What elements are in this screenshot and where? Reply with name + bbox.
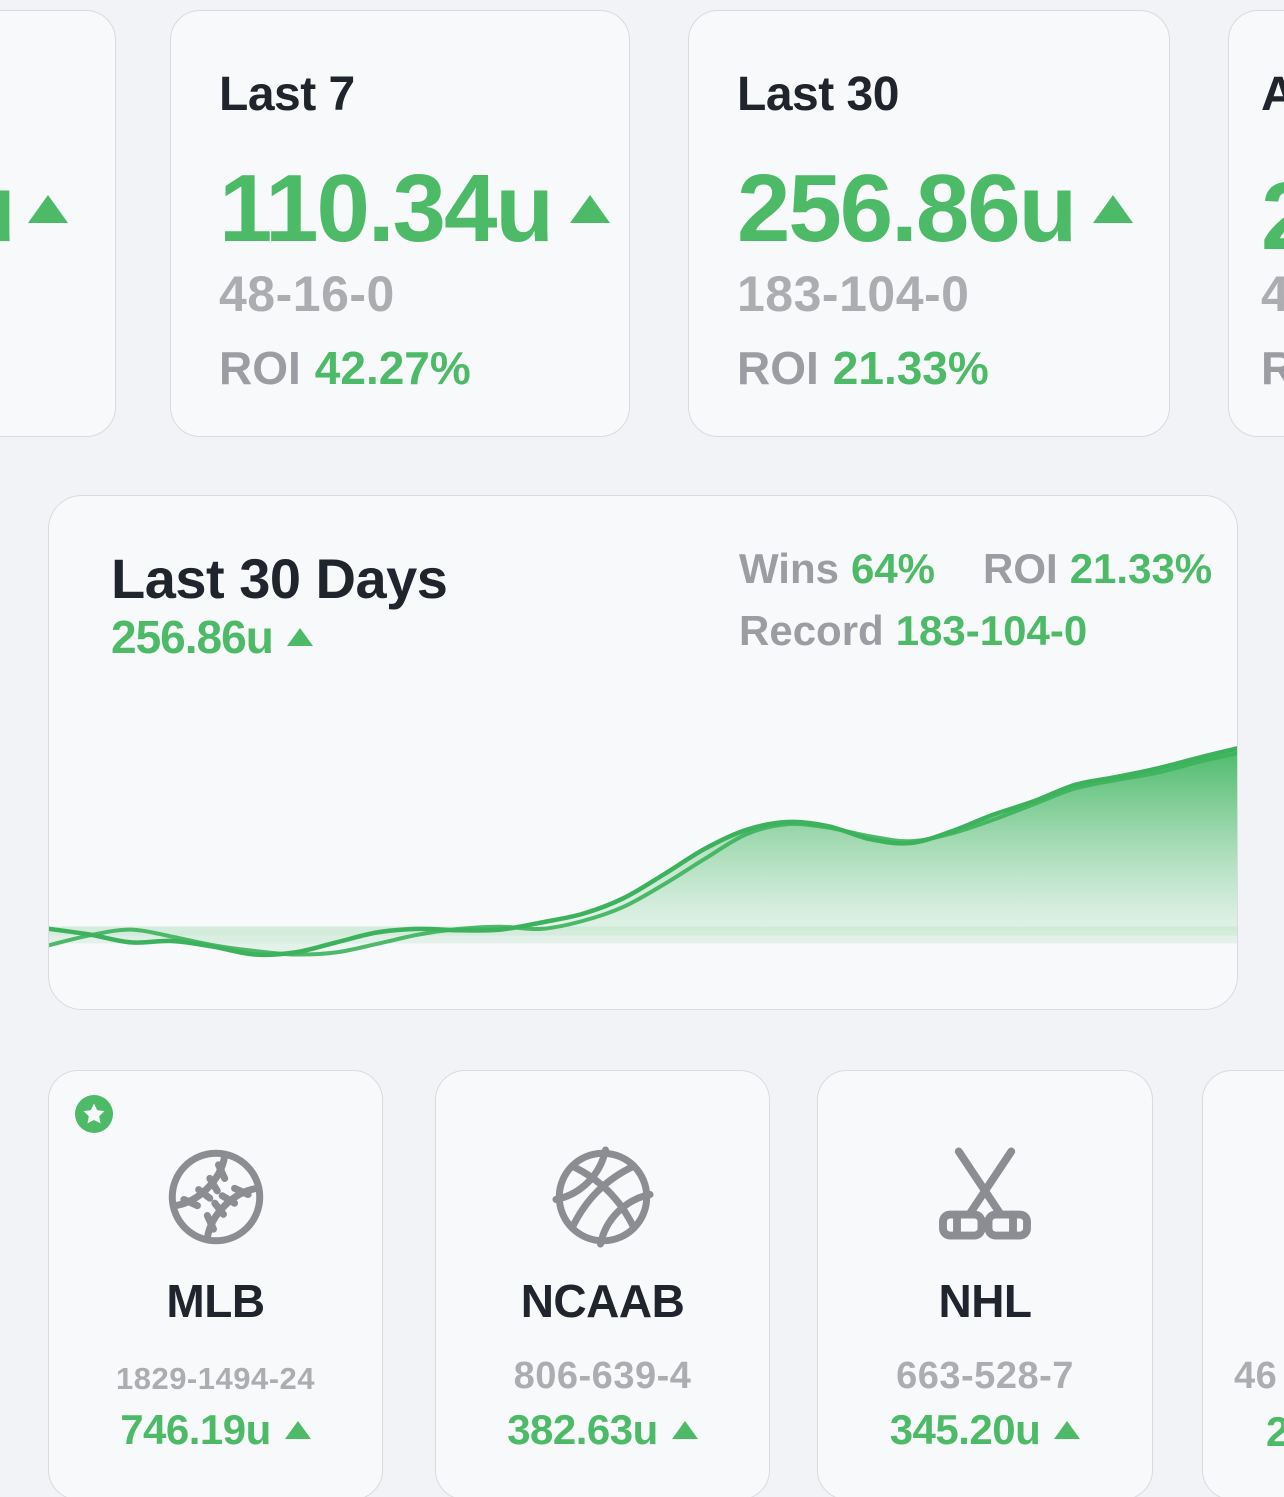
sport-value: 345.20u	[889, 1406, 1041, 1453]
profit-chart[interactable]	[49, 734, 1238, 1009]
wins-label: Wins	[739, 545, 839, 592]
sport-name: NHL	[938, 1275, 1032, 1327]
trend-up-icon	[569, 195, 610, 223]
trend-up-icon	[671, 1421, 698, 1439]
baseline-band-light	[49, 935, 1237, 944]
stat-record: 183-104-0	[737, 266, 970, 322]
roi-value: 42.27%	[314, 342, 471, 394]
chart-card-last-30-days[interactable]: Last 30 Days 256.86u Wins 64% ROI 21.33% Re…	[48, 495, 1238, 1010]
sport-record: 806-639-4	[513, 1355, 692, 1397]
stat-value-fragment: u	[0, 161, 16, 257]
sport-card-next-partial[interactable]: 46 2	[1202, 1070, 1284, 1497]
stat-value-row: 110.34u	[219, 161, 610, 257]
hockey-sticks-icon	[939, 1147, 1031, 1240]
sport-record: 1829-1494-24	[115, 1361, 316, 1396]
trend-up-icon	[286, 628, 313, 646]
roi-value: 21.33%	[1069, 545, 1213, 592]
sport-value-row: 382.63u	[436, 1409, 769, 1451]
sport-value-fragment: 2	[1266, 1408, 1284, 1455]
chart-stats: Wins 64% ROI 21.33% Record 183-104-0	[739, 548, 1212, 652]
trend-up-icon	[1054, 1421, 1081, 1439]
stat-card-previous-partial[interactable]: u	[0, 10, 116, 437]
chart-card-title: Last 30 Days	[111, 547, 448, 610]
sport-card-mlb[interactable]: MLB 1829-1494-24 746.19u	[48, 1070, 383, 1497]
stat-card-title: Last 30	[737, 68, 899, 121]
stat-title-fragment: A	[1261, 68, 1284, 121]
wins-value: 64%	[850, 545, 936, 592]
sport-value: 382.63u	[507, 1406, 658, 1453]
trend-up-icon	[1093, 195, 1134, 223]
sport-name: MLB	[166, 1275, 265, 1327]
sport-card-ncaab[interactable]: NCAAB 806-639-4 382.63u	[435, 1070, 770, 1497]
sport-value-row: 345.20u	[818, 1409, 1152, 1451]
roi-label: ROI	[219, 342, 301, 394]
sport-card-nhl[interactable]: NHL 663-528-7 345.20u	[817, 1070, 1153, 1497]
trend-up-icon	[284, 1421, 311, 1439]
stat-value-fragment-row: u	[0, 161, 68, 257]
record-label: Record	[739, 607, 884, 654]
stat-record-fragment: 4	[1261, 266, 1284, 322]
chart-area-primary	[49, 748, 1237, 955]
stat-record: 48-16-0	[219, 266, 395, 322]
chart-stats-line-2: Record 183-104-0	[739, 610, 1212, 652]
chart-line-primary	[49, 746, 1237, 958]
basketball-icon	[551, 1146, 654, 1248]
sport-value: 746.19u	[120, 1406, 271, 1453]
trend-up-icon	[28, 195, 68, 223]
stat-roi-row: ROI 42.27%	[219, 341, 471, 395]
roi-value: 21.33%	[832, 342, 989, 394]
chart-stats-line-1: Wins 64% ROI 21.33%	[739, 548, 1212, 590]
roi-label: ROI	[737, 342, 819, 394]
chart-value: 256.86u	[111, 611, 274, 663]
record-value: 183-104-0	[895, 607, 1088, 654]
sport-value-row: 746.19u	[49, 1409, 382, 1451]
chart-line-secondary	[49, 751, 1237, 957]
stat-roi-row: ROI 21.33%	[737, 341, 989, 395]
stat-roi-fragment: R	[1261, 342, 1284, 394]
stat-card-next-partial[interactable]: A 2 4 R	[1228, 10, 1284, 437]
sport-name: NCAAB	[520, 1275, 685, 1327]
sport-record-fragment: 46	[1234, 1355, 1278, 1397]
favorite-star-badge	[75, 1095, 113, 1133]
baseball-icon	[168, 1149, 263, 1245]
stat-value: 256.86u	[737, 155, 1077, 262]
roi-label: ROI	[983, 545, 1058, 592]
stat-card-title: Last 7	[219, 68, 355, 121]
stat-value-fragment: 2	[1261, 169, 1284, 265]
chart-value-row: 256.86u	[111, 614, 313, 660]
stat-value-row: 256.86u	[737, 155, 1134, 262]
sport-record: 663-528-7	[896, 1355, 1074, 1397]
stat-value: 110.34u	[219, 155, 554, 262]
stat-card-last-7[interactable]: Last 7 110.34u 48-16-0 ROI 42.27%	[170, 10, 630, 437]
stat-card-last-30[interactable]: Last 30 256.86u 183-104-0 ROI 21.33%	[688, 10, 1170, 437]
